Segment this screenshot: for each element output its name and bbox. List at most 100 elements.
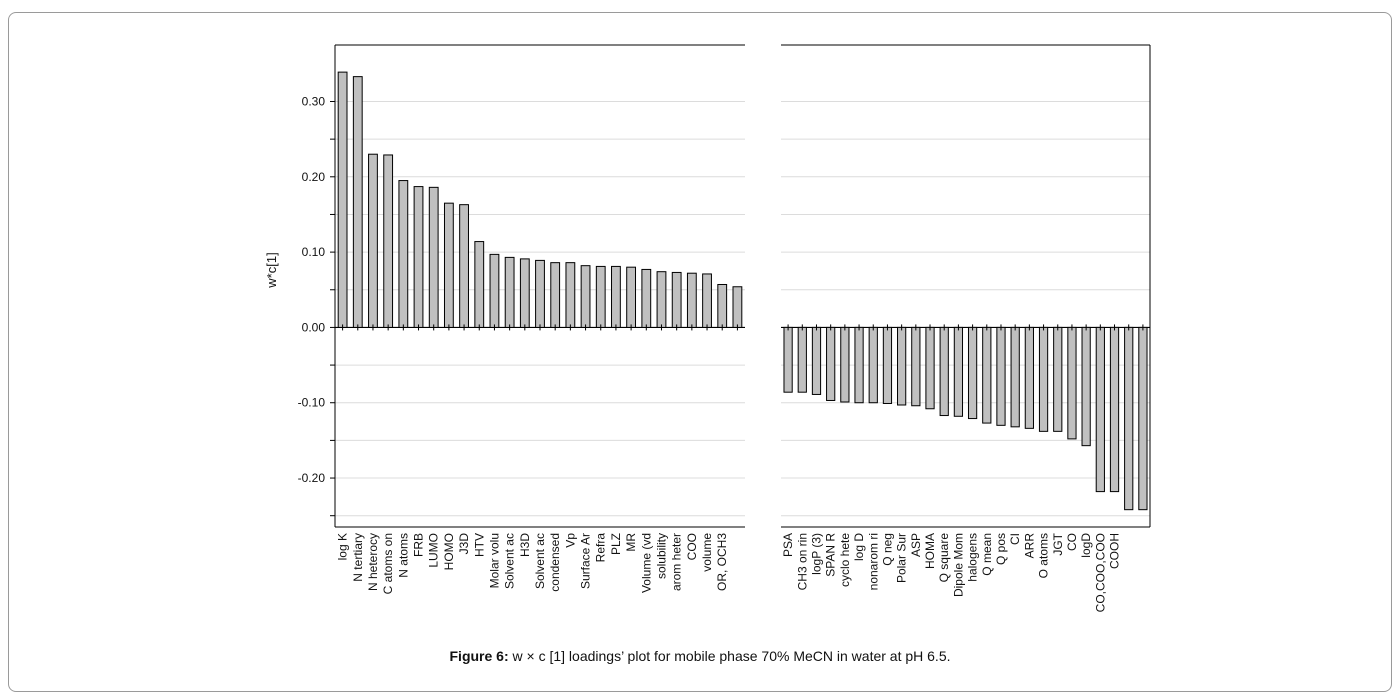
bar xyxy=(1053,326,1063,432)
bar xyxy=(702,273,712,328)
x-category-label: HOMA xyxy=(923,533,937,569)
x-category-label: ASP xyxy=(909,533,923,557)
x-category-label: Dipole Mom xyxy=(951,533,965,597)
bar xyxy=(717,283,728,328)
x-category-label: COO xyxy=(685,533,699,560)
x-category-label: C atoms on xyxy=(381,533,395,594)
x-category-label: JGT xyxy=(1051,532,1065,555)
bar xyxy=(1024,326,1034,429)
bar xyxy=(443,202,454,328)
bar xyxy=(811,326,822,395)
x-category-label: condensed xyxy=(548,533,562,592)
bar xyxy=(474,241,485,328)
x-category-label: HOMO xyxy=(442,533,456,570)
bar xyxy=(686,272,697,328)
caption-text: w × c [1] loadings’ plot for mobile phas… xyxy=(508,648,951,664)
x-category-label: H3D xyxy=(518,533,532,557)
x-category-label: solubility xyxy=(654,533,668,579)
caption-label: Figure 6: xyxy=(449,648,509,664)
bar xyxy=(535,259,545,328)
x-category-label: log K xyxy=(336,533,350,560)
y-tick-label: -0.10 xyxy=(298,396,326,410)
bar xyxy=(882,326,893,404)
x-category-label: MR xyxy=(624,533,638,552)
x-category-label: CO xyxy=(1065,533,1079,551)
x-category-label: logD xyxy=(1079,533,1093,558)
x-category-label: N heterocy xyxy=(366,533,380,591)
x-category-label: OR, OCH3 xyxy=(715,533,729,591)
bar xyxy=(428,186,439,328)
y-tick-label: 0.20 xyxy=(302,170,326,184)
x-category-label: halogens xyxy=(966,533,980,582)
x-category-label: N tertiary xyxy=(351,533,365,582)
bar xyxy=(595,265,606,328)
bar xyxy=(840,326,850,403)
x-category-label: Q square xyxy=(937,533,951,583)
x-category-label: N atoms xyxy=(396,533,410,578)
y-tick-label: 0.30 xyxy=(302,94,326,108)
y-axis-label: w*c[1] xyxy=(264,252,279,288)
bar xyxy=(1095,326,1105,493)
bar xyxy=(671,271,682,328)
bar xyxy=(1067,326,1077,440)
bar xyxy=(982,326,992,424)
bar xyxy=(1138,326,1148,511)
x-category-label: J3D xyxy=(457,533,471,555)
bar xyxy=(953,326,964,417)
bar xyxy=(783,326,793,393)
x-category-label: HTV xyxy=(472,533,486,557)
x-category-label: CH3 on rin xyxy=(795,533,809,590)
bar xyxy=(996,326,1006,426)
x-category-label: Q neg xyxy=(880,533,894,566)
bar xyxy=(1124,326,1134,511)
x-category-label: arom heter xyxy=(670,533,684,591)
bar xyxy=(519,258,530,328)
bar xyxy=(826,326,836,401)
x-category-label: logP (3) xyxy=(809,533,823,575)
x-category-label: PSA xyxy=(781,533,795,557)
bar xyxy=(611,265,621,328)
x-category-label: COOH xyxy=(1108,533,1122,569)
x-category-label: CI xyxy=(1008,533,1022,545)
x-category-label: Molar volu xyxy=(487,533,501,588)
y-tick-label: -0.20 xyxy=(298,471,326,485)
x-category-label: O atoms xyxy=(1037,533,1051,578)
bar xyxy=(1038,326,1049,432)
bar xyxy=(459,204,469,328)
x-category-label: SPAN R xyxy=(824,533,838,577)
x-category-label: log D xyxy=(852,533,866,561)
figure-caption: Figure 6: w × c [1] loadings’ plot for m… xyxy=(0,648,1400,664)
y-tick-label: 0.10 xyxy=(302,245,326,259)
x-category-label: volume xyxy=(700,533,714,572)
bar xyxy=(504,256,515,328)
bar xyxy=(797,326,807,393)
x-category-label: Refra xyxy=(594,533,608,563)
x-category-label: CO,COO,COO xyxy=(1093,533,1107,612)
bar xyxy=(967,326,978,420)
bar xyxy=(565,262,576,328)
x-category-label: Volume (vd xyxy=(639,533,653,593)
bar xyxy=(641,268,652,328)
bar xyxy=(368,153,378,328)
x-category-label: Surface Ar xyxy=(579,533,593,589)
bar xyxy=(550,262,561,328)
bar xyxy=(398,180,409,328)
x-category-label: ARR xyxy=(1022,533,1036,559)
x-category-label: FRB xyxy=(412,533,426,557)
x-category-label: Q mean xyxy=(980,533,994,576)
bar xyxy=(1081,326,1091,447)
bar xyxy=(854,326,864,404)
x-category-label: Polar Sur xyxy=(895,533,909,583)
bar xyxy=(383,154,394,328)
bar xyxy=(626,266,637,328)
bar xyxy=(413,186,424,328)
bar xyxy=(1010,326,1020,428)
x-category-label: nonarom ri xyxy=(866,533,880,590)
bar xyxy=(897,326,907,406)
bar xyxy=(911,326,921,407)
y-tick-label: 0.00 xyxy=(302,320,326,334)
x-category-label: Solvent ac xyxy=(503,533,517,589)
